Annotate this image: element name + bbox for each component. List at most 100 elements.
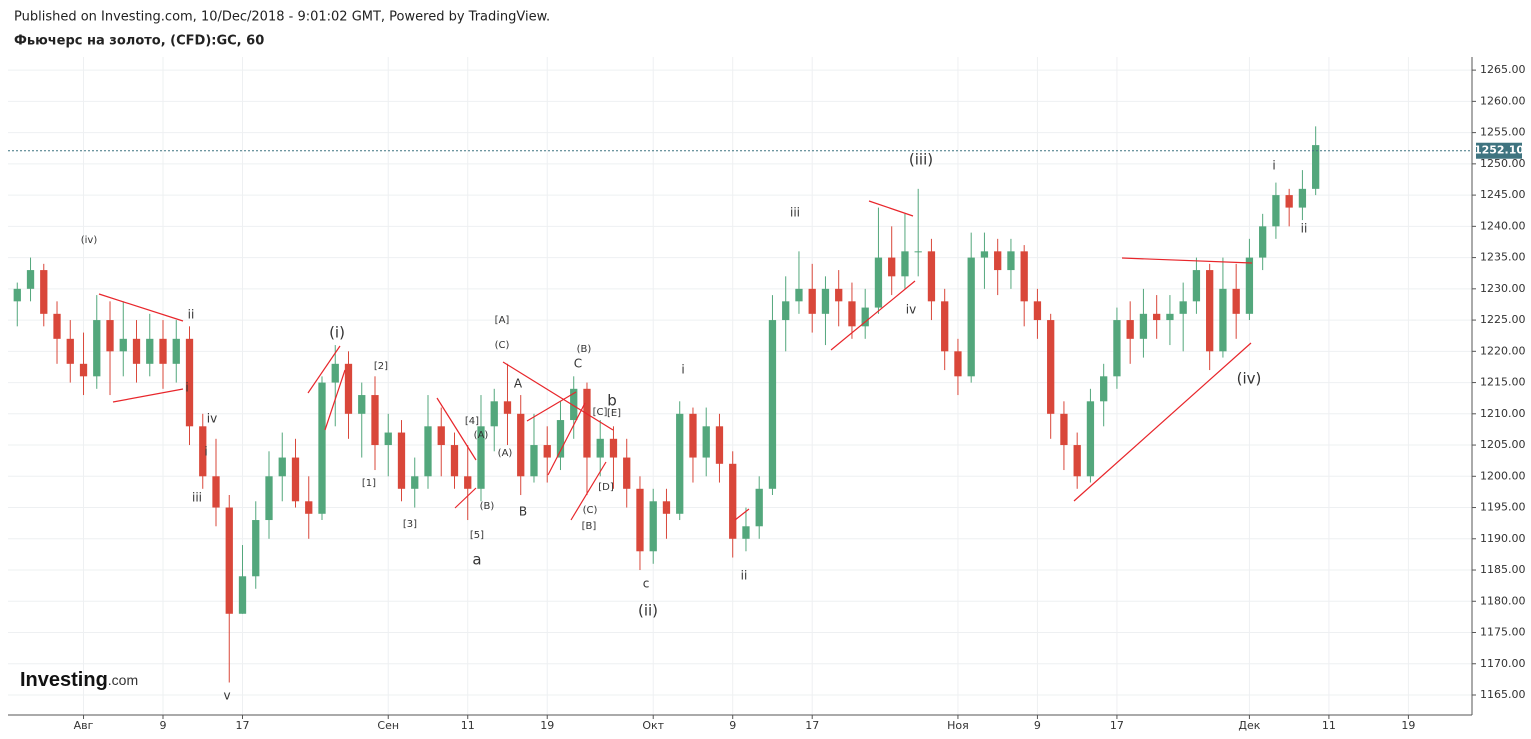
candle-body (490, 401, 498, 427)
candle-body (397, 432, 406, 489)
candle-body (676, 413, 684, 514)
candle-body (225, 507, 233, 614)
candle-body (1192, 270, 1201, 302)
candle-body (1312, 145, 1320, 189)
x-tick-label: 9 (1034, 719, 1041, 732)
candle-body (26, 270, 35, 289)
wave-label: (iv) (1237, 370, 1262, 388)
candle-body (1272, 195, 1280, 227)
wave-label: iv (906, 303, 916, 317)
candle-body (1086, 401, 1095, 477)
candle-body (1020, 251, 1028, 302)
trend-line (868, 200, 914, 217)
candle-body (954, 351, 962, 377)
y-tick-label: 1205.00 (1480, 438, 1526, 451)
last-price-tag (1476, 142, 1522, 159)
trend-line (307, 345, 341, 394)
candle-body (689, 413, 697, 458)
logo-name: Investing.com (20, 669, 138, 691)
trend-line (454, 487, 477, 509)
trend-line (98, 293, 184, 322)
candle-body (702, 426, 710, 458)
candle-body (649, 501, 657, 552)
y-tick-label: 1200.00 (1480, 469, 1526, 482)
y-tick-label: 1175.00 (1480, 626, 1526, 639)
candle-body (265, 476, 273, 521)
wave-label: [D] (598, 482, 614, 493)
wave-label: ii (188, 308, 195, 322)
wave-label: b (607, 392, 617, 410)
candle-body (1166, 313, 1174, 321)
candle-body (318, 382, 326, 514)
candle-body (464, 476, 472, 489)
candle-body (199, 426, 207, 477)
candle-body (768, 320, 777, 489)
wave-label: A (514, 377, 523, 391)
candle-body (609, 438, 618, 458)
candle-body (53, 313, 61, 339)
wave-label: [A] (495, 315, 510, 326)
candle-body (1245, 257, 1254, 314)
x-tick-label: Сен (377, 719, 399, 732)
candle-body (252, 520, 260, 577)
candle-body (848, 301, 856, 327)
trend-line (502, 361, 614, 431)
candle-body (172, 338, 180, 364)
y-tick-label: 1185.00 (1480, 563, 1526, 576)
y-tick-label: 1225.00 (1480, 313, 1526, 326)
wave-label: [1] (362, 478, 376, 489)
candle-body (755, 488, 763, 527)
candle-body (1259, 226, 1267, 258)
candle-body (1179, 301, 1187, 314)
candle-body (503, 401, 512, 414)
candle-body (1033, 301, 1042, 321)
trend-line (112, 388, 184, 403)
y-tick-label: 1255.00 (1480, 126, 1526, 139)
candle-body (477, 426, 485, 489)
candle-body (358, 395, 366, 414)
logo: Investing.com (20, 669, 138, 691)
y-tick-label: 1190.00 (1480, 532, 1526, 545)
logo-name-text: Investing (20, 669, 108, 691)
candle-body (1298, 188, 1307, 208)
trend-line (436, 397, 477, 461)
y-tick-label: 1220.00 (1480, 344, 1526, 357)
candle-body (185, 338, 194, 427)
candle-body (424, 426, 432, 477)
wave-label: [B] (582, 521, 597, 532)
y-tick-label: 1240.00 (1480, 219, 1526, 232)
wave-label: (B) (577, 344, 592, 355)
candle-body (146, 338, 154, 364)
y-tick-label: 1170.00 (1480, 657, 1526, 670)
candle-body (1060, 413, 1068, 446)
y-tick-label: 1250.00 (1480, 157, 1526, 170)
candle-body (159, 338, 167, 364)
candle-body (119, 338, 127, 352)
wave-label: [E] (607, 408, 621, 419)
x-tick-label: Авг (74, 719, 94, 732)
wave-label: [5] (470, 530, 484, 541)
grid (8, 57, 1476, 719)
candle-body (941, 301, 949, 352)
candle-body (927, 251, 936, 302)
candle-body (40, 270, 48, 314)
trend-line (547, 402, 586, 476)
instrument-title: Фьючерс на золото, (CFD):GC, 60 (14, 34, 264, 49)
candle-body (636, 488, 644, 552)
candle-body (914, 251, 922, 253)
wave-label: (A) (474, 430, 489, 441)
trend-line (1121, 257, 1253, 264)
wave-label: (A) (498, 448, 513, 459)
y-tick-label: 1230.00 (1480, 282, 1526, 295)
x-tick-label: 17 (1110, 719, 1124, 732)
x-tick-label: 17 (805, 719, 819, 732)
wave-label: ii (741, 569, 748, 583)
candle-body (861, 307, 869, 327)
x-tick-label: Ноя (947, 719, 969, 732)
wave-label: (B) (480, 501, 495, 512)
x-tick-label: 11 (1322, 719, 1336, 732)
wave-label: i (681, 363, 684, 377)
wave-label: (ii) (638, 602, 658, 620)
x-tick-label: 11 (461, 719, 475, 732)
candle-body (331, 363, 339, 383)
